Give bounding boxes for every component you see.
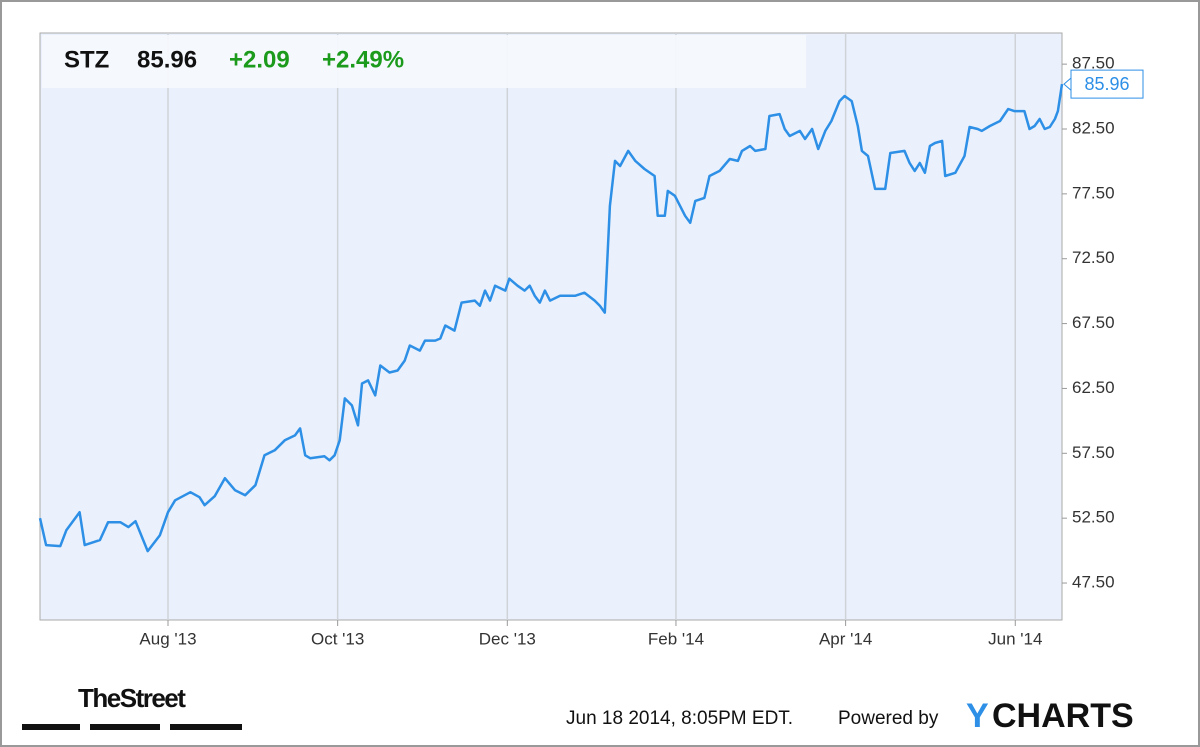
header-box [42, 35, 806, 88]
y-tick-label: 62.50 [1072, 378, 1115, 397]
x-tick-label: Oct '13 [311, 629, 364, 648]
callout-box [1070, 69, 1144, 99]
brand-bar [170, 724, 242, 730]
brand: TheStreet [78, 683, 186, 713]
x-tick-label: Jun '14 [988, 629, 1042, 648]
x-tick-label: Feb '14 [648, 629, 704, 648]
y-tick-label: 77.50 [1072, 183, 1115, 202]
logo-name: CHARTS [992, 697, 1134, 735]
y-tick-label: 47.50 [1072, 573, 1115, 592]
powered-by: Powered by [838, 708, 939, 729]
logo-mark: Y [966, 697, 989, 735]
y-tick-label: 82.50 [1072, 118, 1115, 137]
y-tick-label: 52.50 [1072, 508, 1115, 527]
x-tick-label: Aug '13 [139, 629, 196, 648]
y-tick-label: 72.50 [1072, 248, 1115, 267]
y-tick-label: 57.50 [1072, 443, 1115, 462]
x-tick-label: Apr '14 [819, 629, 872, 648]
price: 85.96 [137, 46, 197, 73]
price-line [38, 83, 1064, 553]
brand-bar [90, 724, 160, 730]
last-value-label: 85.96 [1084, 74, 1129, 94]
timestamp: Jun 18 2014, 8:05PM EDT. [566, 708, 793, 729]
x-tick-label: Dec '13 [479, 629, 536, 648]
y-tick-label: 67.50 [1072, 313, 1115, 332]
y-tick-label: 87.50 [1072, 54, 1115, 73]
brand-bar [22, 724, 80, 730]
change: +2.09 [229, 46, 290, 73]
change-pct: +2.49% [322, 46, 404, 73]
ticker: STZ [64, 46, 109, 73]
plot-area [39, 32, 1063, 621]
